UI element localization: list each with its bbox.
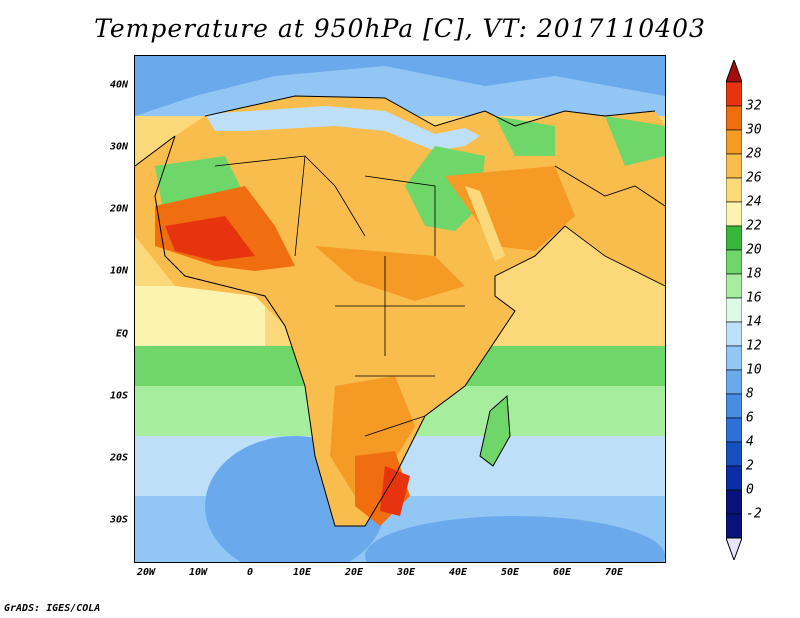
lon-label: 0 (246, 567, 254, 578)
colorbar-label: 32 (746, 98, 762, 114)
north-coastline (204, 95, 656, 127)
southern-africa-warm (330, 376, 415, 496)
colorbar-box (726, 345, 742, 371)
levant-cool (495, 116, 555, 156)
colorbar-label: 10 (746, 362, 762, 378)
lat-label: 10N (109, 265, 128, 277)
colorbar-label: 4 (746, 434, 754, 450)
colorbar-label: 8 (746, 386, 754, 402)
colorbar-box (726, 441, 742, 467)
country-borders (214, 155, 465, 437)
africa-coastline (135, 135, 566, 527)
colorbar-label: 22 (746, 218, 762, 234)
colorbar-label: 24 (746, 194, 762, 210)
colorbar-box (726, 249, 742, 275)
madagascar (479, 394, 511, 467)
colorbar-label: 6 (746, 410, 754, 426)
colorbar-box (726, 105, 742, 131)
lon-label: 20E (344, 567, 364, 578)
map-canvas (135, 56, 665, 562)
lon-label: 20W (136, 567, 156, 578)
colorbar-label: 12 (746, 338, 762, 354)
colorbar (726, 60, 742, 560)
red-sea (465, 186, 505, 261)
lat-label: 20S (109, 452, 128, 464)
colorbar-label: 0 (746, 482, 754, 498)
colorbar-box (726, 297, 742, 323)
colorbar-box (726, 321, 742, 347)
colorbar-box (726, 369, 742, 395)
lon-label: 10W (188, 567, 208, 578)
colorbar-box (726, 129, 742, 155)
persia-cool (605, 116, 665, 166)
ocean-cold-patch-south (365, 516, 665, 562)
colorbar-label: 28 (746, 146, 762, 162)
colorbar-label: -2 (746, 506, 762, 522)
sahel-hottest (165, 216, 255, 261)
lat-label: 40N (109, 79, 128, 91)
central-sahel-warm (315, 246, 465, 301)
colorbar-box (726, 489, 742, 515)
colorbar-box (726, 417, 742, 443)
colorbar-label: 26 (746, 170, 762, 186)
colorbar-box (726, 225, 742, 251)
lat-label: 20N (109, 203, 128, 215)
lon-label: 50E (500, 567, 520, 578)
colorbar-under-cap (726, 537, 742, 560)
lat-label: 30N (109, 141, 128, 153)
lon-label: 70E (604, 567, 624, 578)
colorbar-box (726, 153, 742, 179)
colorbar-box (726, 465, 742, 491)
arabia-borders (554, 165, 665, 287)
colorbar-box (726, 201, 742, 227)
colorbar-box (726, 273, 742, 299)
colorbar-box (726, 513, 742, 539)
colorbar-label: 2 (746, 458, 754, 474)
europe-cool (135, 56, 665, 116)
colorbar-label: 20 (746, 242, 762, 258)
colorbar-label: 14 (746, 314, 762, 330)
colorbar-box (726, 177, 742, 203)
atlantic-equator (135, 286, 265, 346)
lon-label: 40E (448, 567, 468, 578)
colorbar-label: 30 (746, 122, 762, 138)
lon-label: 30E (396, 567, 416, 578)
lat-label: 10S (109, 390, 128, 402)
sahara-east-cool (405, 146, 485, 231)
lon-label: 60E (552, 567, 572, 578)
colorbar-over-cap (726, 60, 742, 83)
grads-credit: GrADS: IGES/COLA (4, 603, 101, 614)
lat-label: 30S (109, 514, 128, 526)
lat-label: EQ (115, 328, 128, 340)
map-title: Temperature at 950hPa [C], VT: 201711040… (94, 14, 706, 43)
colorbar-label: 16 (746, 290, 762, 306)
colorbar-label: 18 (746, 266, 762, 282)
temperature-map (134, 55, 666, 563)
colorbar-box (726, 393, 742, 419)
colorbar-box (726, 81, 742, 107)
colorbar-boxes (726, 60, 742, 560)
lon-label: 10E (292, 567, 312, 578)
arabia-warm (445, 166, 575, 251)
mediterranean-sea (205, 106, 480, 151)
south-africa-hottest (380, 466, 410, 516)
